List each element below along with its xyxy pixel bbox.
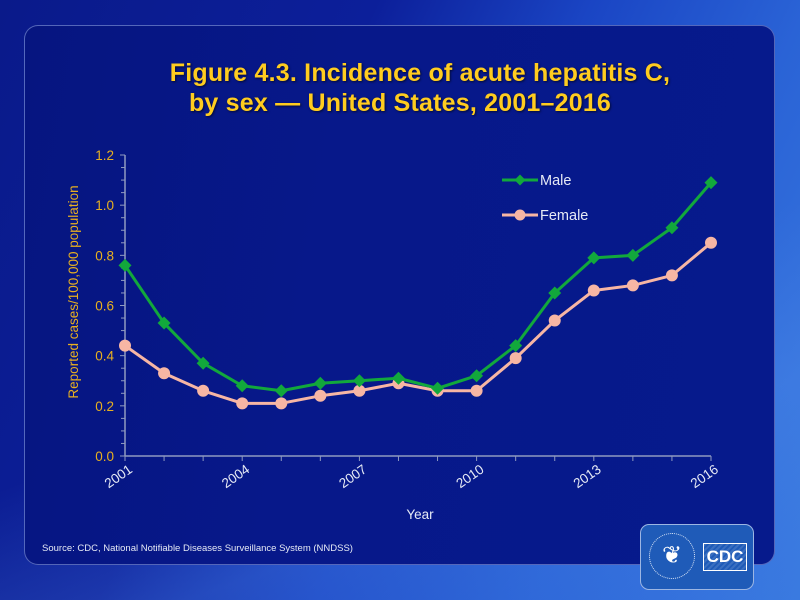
data-point-male xyxy=(157,316,171,330)
data-point-male xyxy=(626,248,640,262)
data-point-female xyxy=(509,352,522,365)
series-male xyxy=(118,176,718,398)
data-point-male xyxy=(665,221,679,235)
series-line-male xyxy=(123,181,713,393)
data-point-female xyxy=(119,339,131,352)
data-point-female xyxy=(548,314,561,327)
series-layer xyxy=(118,176,718,410)
x-tick-label: 2010 xyxy=(453,462,486,492)
x-axis-label: Year xyxy=(406,507,434,522)
y-axis-label: Reported cases/100,000 population xyxy=(66,185,81,398)
legend-label-female: Female xyxy=(540,208,588,224)
source-note: Source: CDC, National Notifiable Disease… xyxy=(42,543,353,554)
cdc-wordmark: CDC xyxy=(703,543,747,571)
x-tick-label: 2013 xyxy=(571,462,604,492)
data-point-female xyxy=(236,397,249,410)
data-point-male xyxy=(509,339,523,353)
data-point-male xyxy=(470,369,484,383)
data-point-male xyxy=(235,379,249,393)
y-tick-label: 0.0 xyxy=(95,449,114,464)
legend-marker-female xyxy=(514,209,526,221)
legend: Male Female xyxy=(502,173,588,224)
chart-title-line-2: by sex — United States, 2001–2016 xyxy=(188,89,612,117)
y-tick-label: 0.4 xyxy=(95,349,114,364)
data-point-female xyxy=(158,367,171,380)
axes: 0.0 0.2 0.4 0.6 0.8 1.0 1.2 2001 2004 2007 2010 201… xyxy=(95,148,721,491)
y-tick-label: 0.6 xyxy=(95,299,114,314)
data-point-male xyxy=(391,371,405,385)
chart-panel xyxy=(24,25,775,565)
data-point-male xyxy=(274,384,288,398)
legend-marker-male xyxy=(514,174,526,186)
x-tick-label: 2001 xyxy=(102,462,135,492)
hhs-eagle-icon: ❦ xyxy=(649,533,695,579)
data-point-male xyxy=(548,286,562,300)
data-point-female xyxy=(470,384,483,397)
x-tick-label: 2004 xyxy=(219,461,253,491)
x-tick-label: 2016 xyxy=(688,462,721,492)
x-tick-label: 2007 xyxy=(336,462,369,492)
data-point-female xyxy=(197,384,210,397)
legend-label-male: Male xyxy=(540,173,571,189)
data-point-female xyxy=(626,279,639,292)
series-female xyxy=(119,236,717,410)
data-point-female xyxy=(587,284,600,297)
data-point-male xyxy=(313,376,327,390)
data-point-female xyxy=(275,397,288,410)
data-point-female xyxy=(665,269,678,282)
y-tick-label: 1.0 xyxy=(95,198,114,213)
data-point-male xyxy=(587,251,601,265)
chart-title: Figure 4.3. Incidence of acute hepatitis… xyxy=(0,58,800,118)
data-point-male xyxy=(704,176,718,190)
y-tick-label: 1.2 xyxy=(95,148,114,163)
data-point-male xyxy=(118,258,132,272)
cdc-logo: ❦ CDC xyxy=(640,524,754,590)
y-tick-label: 0.8 xyxy=(95,248,114,263)
data-point-female xyxy=(705,236,717,249)
data-point-female xyxy=(353,384,366,397)
data-point-male xyxy=(352,374,366,388)
data-point-male xyxy=(196,356,210,370)
chart-title-line-1: Figure 4.3. Incidence of acute hepatitis… xyxy=(169,59,671,87)
data-point-male xyxy=(431,381,445,395)
series-line-female xyxy=(124,241,712,405)
y-tick-label: 0.2 xyxy=(95,399,114,414)
data-point-female xyxy=(314,389,327,402)
